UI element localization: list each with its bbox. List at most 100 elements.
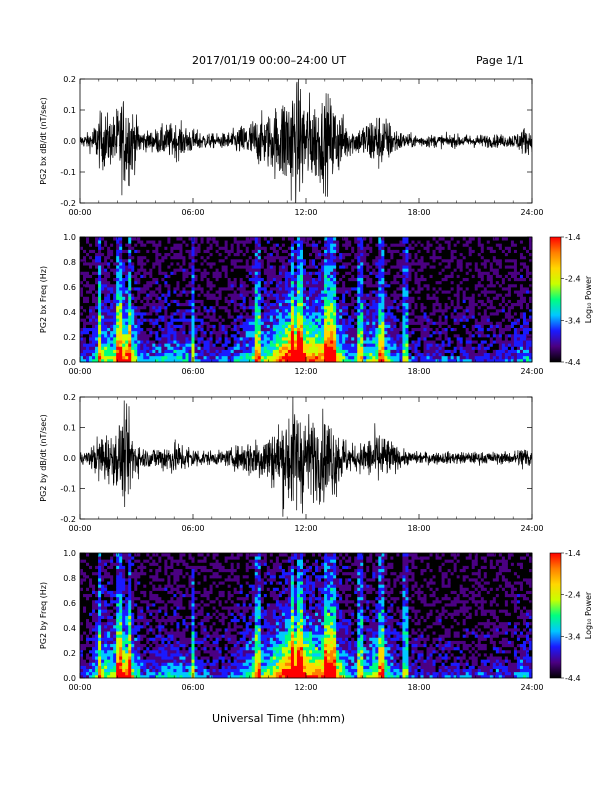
spectrogram-cell xyxy=(200,271,204,275)
spectrogram-cell xyxy=(384,287,388,291)
spectrogram-cell xyxy=(119,265,123,269)
spectrogram-cell xyxy=(230,330,235,335)
spectrogram-cell xyxy=(390,352,394,357)
spectrogram-cell xyxy=(284,290,289,294)
spectrogram-cell xyxy=(188,277,192,282)
spectrogram-cell xyxy=(146,308,150,313)
spectrogram-cell xyxy=(143,277,147,282)
spectrogram-cell xyxy=(137,327,141,332)
spectrogram-cell xyxy=(281,252,286,257)
spectrogram-cell xyxy=(257,333,262,338)
spectrogram-cell xyxy=(188,280,192,285)
spectrogram-cell xyxy=(92,255,96,260)
spectrogram-cell xyxy=(122,358,126,363)
spectrogram-cell xyxy=(327,308,331,313)
spectrogram-cell xyxy=(290,249,295,254)
spectrogram-cell xyxy=(281,349,286,354)
spectrogram-cell xyxy=(215,337,220,341)
spectrogram-cell xyxy=(306,312,310,316)
spectrogram-cell xyxy=(143,252,147,257)
spectrogram-cell xyxy=(306,287,310,291)
spectrogram-cell xyxy=(80,255,84,260)
spectrogram-cell xyxy=(287,271,292,275)
spectrogram-cell xyxy=(441,252,446,257)
spectrogram-cell xyxy=(342,287,346,291)
spectrogram-cell xyxy=(128,249,132,254)
spectrogram-cell xyxy=(384,337,388,341)
spectrogram-cell xyxy=(125,283,129,288)
spectrogram-cell xyxy=(435,337,439,341)
spectrogram-cell xyxy=(233,302,238,307)
spectrogram-cell xyxy=(339,277,343,282)
spectrogram-cell xyxy=(152,340,156,344)
spectrogram-cell xyxy=(104,271,108,275)
spectrogram-cell xyxy=(227,324,232,329)
spectrogram-cell xyxy=(284,296,289,300)
spectrogram-cell xyxy=(284,318,289,322)
spectrogram-cell xyxy=(245,240,250,244)
spectrogram-cell xyxy=(417,349,421,354)
spectrogram-cell xyxy=(420,283,424,288)
spectrogram-cell xyxy=(321,346,325,350)
spectrogram-cell xyxy=(444,355,449,360)
spectrogram-cell xyxy=(423,349,427,354)
spectrogram-cell xyxy=(302,352,307,357)
spectrogram-cell xyxy=(227,268,232,272)
spectrogram-cell xyxy=(242,240,247,244)
spectrogram-cell xyxy=(113,321,117,325)
spectrogram-cell xyxy=(399,337,403,341)
spectrogram-cell xyxy=(176,243,180,247)
spectrogram-cell xyxy=(281,280,286,285)
spectrogram-cell xyxy=(233,296,238,300)
spectrogram-cell xyxy=(92,343,96,347)
spectrogram-cell xyxy=(155,302,159,307)
spectrogram-cell xyxy=(438,249,442,254)
spectrogram-cell xyxy=(309,318,313,322)
spectrogram-cell xyxy=(98,287,102,291)
spectrogram-cell xyxy=(248,352,253,357)
spectrogram-cell xyxy=(236,258,241,263)
spectrogram-cell xyxy=(254,283,259,288)
spectrogram-cell xyxy=(251,268,256,272)
spectrogram-cell xyxy=(110,333,114,338)
spectrogram-cell xyxy=(357,333,361,338)
spectrogram-cell xyxy=(321,262,325,266)
spectrogram-cell xyxy=(357,330,361,335)
spectrogram-cell xyxy=(333,255,337,260)
spectrogram-cell xyxy=(224,258,229,263)
spectrogram-cell xyxy=(143,296,147,300)
spectrogram-cell xyxy=(426,246,430,250)
spectrogram-cell xyxy=(242,255,247,260)
spectrogram-cell xyxy=(155,330,159,335)
spectrogram-cell xyxy=(179,287,183,291)
spectrogram-cell xyxy=(200,252,204,257)
spectrogram-cell xyxy=(98,327,102,332)
spectrogram-cell xyxy=(98,299,102,304)
spectrogram-cell xyxy=(366,349,370,354)
spectrogram-cell xyxy=(423,355,427,360)
spectrogram-cell xyxy=(330,274,334,279)
spectrogram-cell xyxy=(290,280,295,285)
spectrogram-cell xyxy=(290,308,295,313)
spectrogram-cell xyxy=(257,240,262,244)
spectrogram-cell xyxy=(302,255,307,260)
spectrogram-cell xyxy=(327,324,331,329)
spectrogram-cell xyxy=(215,274,220,279)
spectrogram-cell xyxy=(269,349,274,354)
spectrogram-cell xyxy=(402,237,406,241)
spectrogram-cell xyxy=(134,343,138,347)
spectrogram-cell xyxy=(384,249,388,254)
spectrogram-cell xyxy=(423,277,427,282)
spectrogram-cell xyxy=(408,352,412,357)
spectrogram-cell xyxy=(239,277,244,282)
spectrogram-cell xyxy=(447,262,452,266)
spectrogram-cell xyxy=(375,271,379,275)
spectrogram-cell xyxy=(302,265,307,269)
spectrogram-cell xyxy=(309,271,313,275)
spectrogram-cell xyxy=(122,333,126,338)
spectrogram-cell xyxy=(239,258,244,263)
spectrogram-cell xyxy=(396,249,400,254)
spectrogram-cell xyxy=(327,237,331,241)
spectrogram-cell xyxy=(200,302,204,307)
spectrogram-cell xyxy=(167,274,171,279)
